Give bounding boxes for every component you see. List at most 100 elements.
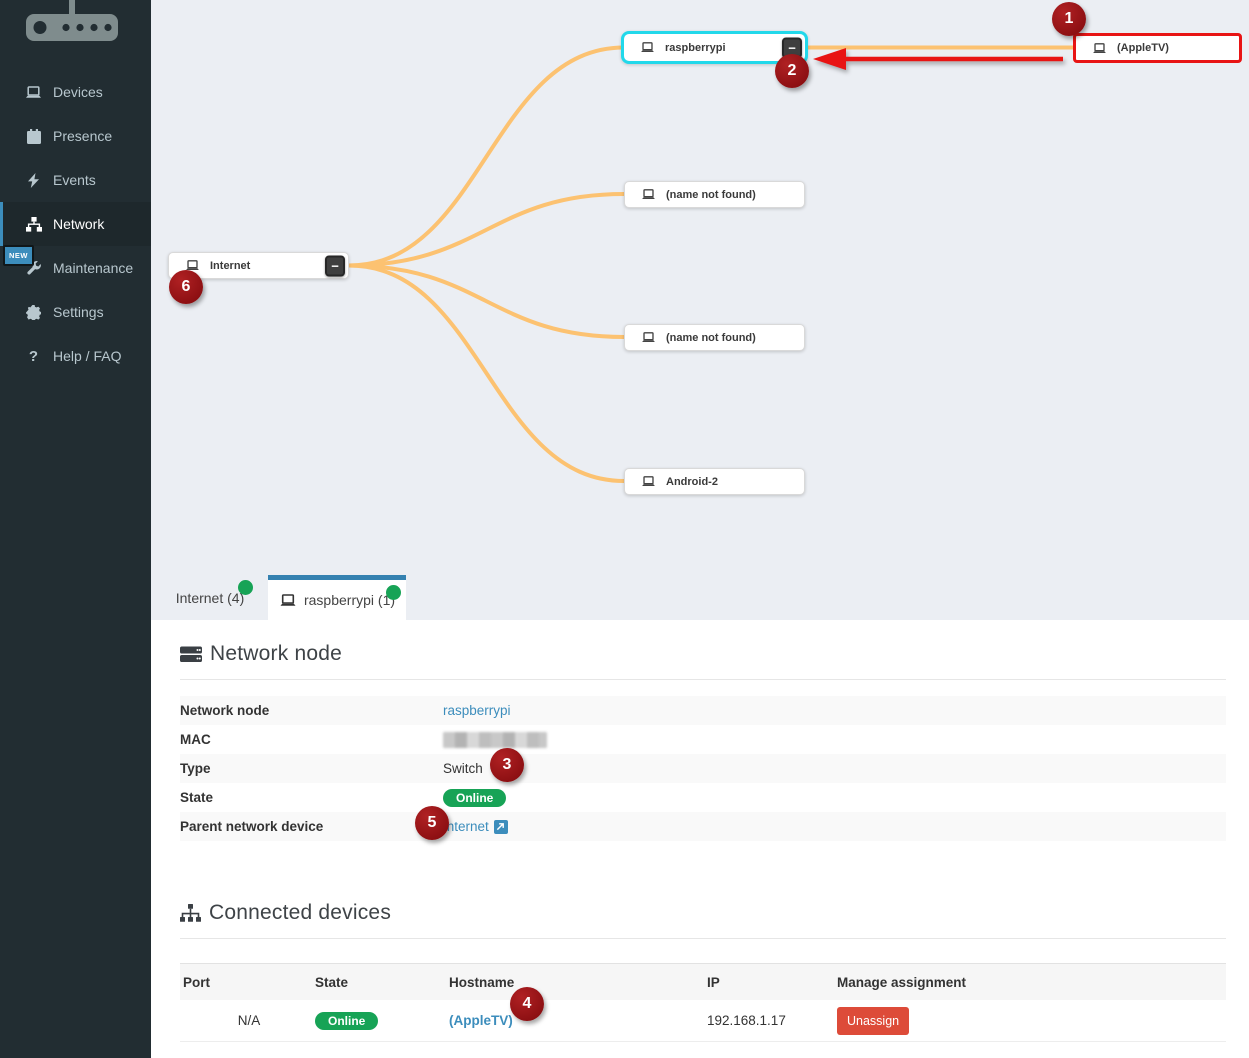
detail-label: State <box>180 790 214 805</box>
sidebar-item-network[interactable]: Network <box>0 202 151 246</box>
network-node-details: Network node raspberrypi MAC Type Switch… <box>180 696 1226 841</box>
cell-hostname: (AppleTV) <box>449 1013 707 1028</box>
col-header-ip: IP <box>707 974 720 990</box>
col-header-hostname: Hostname <box>449 974 515 990</box>
annotation-marker-1: 1 <box>1052 2 1086 36</box>
detail-label: Network node <box>180 703 270 718</box>
network-node-section-header: Network node <box>180 639 1226 669</box>
online-status-dot <box>386 585 401 600</box>
online-status-badge: Online <box>315 1011 379 1030</box>
node-label: (name not found) <box>666 188 756 201</box>
sidebar-item-devices[interactable]: Devices <box>0 70 151 114</box>
laptop-icon <box>185 260 200 271</box>
detail-value: Switch <box>443 761 483 776</box>
node-raspberrypi[interactable]: raspberrypi − <box>621 31 808 64</box>
sidebar-nav: Devices Presence Events Network <box>0 70 151 378</box>
laptop-icon <box>641 476 656 487</box>
annotation-marker-5: 5 <box>415 806 449 840</box>
server-icon <box>180 646 202 663</box>
table-header-row: Port State Hostname IP Manage assignment <box>180 964 1226 1000</box>
hostname-link[interactable]: (AppleTV) <box>449 1013 513 1028</box>
topology-links <box>347 45 1075 483</box>
detail-label: MAC <box>180 732 211 747</box>
redacted-mac-value <box>443 731 547 748</box>
network-node-link[interactable]: raspberrypi <box>443 703 511 718</box>
table-row: N/A Online (AppleTV) 192.168.1.17 Unassi… <box>180 1000 1226 1042</box>
divider <box>180 938 1226 939</box>
section-title: Network node <box>210 642 342 665</box>
sidebar-item-label: Presence <box>53 128 113 144</box>
col-header-port: Port <box>183 974 210 990</box>
sidebar-item-maintenance[interactable]: Maintenance <box>0 246 151 290</box>
sidebar-item-label: Network <box>53 216 105 232</box>
laptop-icon <box>1092 42 1107 54</box>
sitemap-icon <box>25 216 42 232</box>
node-name-not-found-1[interactable]: (name not found) <box>624 181 805 208</box>
col-header-manage: Manage assignment <box>837 974 967 990</box>
sidebar-item-presence[interactable]: Presence <box>0 114 151 158</box>
router-logo-icon <box>24 0 124 42</box>
sidebar-item-settings[interactable]: Settings <box>0 290 151 334</box>
sidebar-item-events[interactable]: Events <box>0 158 151 202</box>
detail-row-state: State Online <box>180 783 1226 812</box>
sidebar-item-label: Help / FAQ <box>53 348 122 364</box>
question-icon: ? <box>28 347 39 365</box>
tab-label: Internet (4) <box>175 589 245 606</box>
parent-device-link[interactable]: Internet <box>443 819 489 834</box>
divider <box>180 679 1226 680</box>
node-label: (AppleTV) <box>1117 42 1169 54</box>
online-status-badge: Online <box>443 788 507 807</box>
node-detail-panel: Network node Network node raspberrypi MA… <box>151 620 1249 1058</box>
laptop-icon <box>640 42 655 53</box>
sitemap-icon <box>180 903 201 923</box>
detail-label: Parent network device <box>180 819 324 834</box>
node-android-2[interactable]: Android-2 <box>624 468 805 495</box>
unassign-button[interactable]: Unassign <box>837 1006 910 1035</box>
node-label: Android-2 <box>666 475 718 488</box>
node-name-not-found-2[interactable]: (name not found) <box>624 324 805 351</box>
cell-port: N/A <box>237 1013 261 1028</box>
external-link-icon[interactable] <box>493 819 508 834</box>
network-topology-canvas[interactable]: raspberrypi − (AppleTV) (name not found)… <box>151 0 1249 575</box>
sidebar: Devices Presence Events Network <box>0 0 151 1058</box>
calendar-icon <box>25 128 42 144</box>
annotation-marker-3: 3 <box>490 748 524 782</box>
node-detail-tabbar: Internet (4) raspberrypi (1) <box>151 575 1249 620</box>
section-title: Connected devices <box>209 901 392 924</box>
bolt-icon <box>25 172 42 188</box>
sidebar-item-label: Events <box>53 172 96 188</box>
connected-devices-section-header: Connected devices <box>180 898 1226 928</box>
col-header-state: State <box>315 974 349 990</box>
detail-row-type: Type Switch <box>180 754 1226 783</box>
annotation-marker-6: 6 <box>169 270 203 304</box>
sidebar-item-label: Maintenance <box>53 260 134 276</box>
wrench-icon <box>25 260 42 276</box>
cell-manage-assignment: Unassign <box>837 1006 1226 1035</box>
new-feature-badge: NEW <box>3 245 34 266</box>
detail-row-parent-device: Parent network device Internet <box>180 812 1226 841</box>
online-status-dot <box>238 580 253 595</box>
tab-internet[interactable]: Internet (4) <box>162 575 258 620</box>
sidebar-item-label: Devices <box>53 84 103 100</box>
annotation-marker-2: 2 <box>775 54 809 88</box>
detail-label: Type <box>180 761 211 776</box>
node-internet[interactable]: Internet − <box>168 252 349 279</box>
laptop-icon <box>641 332 656 343</box>
laptop-icon <box>279 593 297 607</box>
tab-raspberrypi[interactable]: raspberrypi (1) <box>268 575 406 620</box>
sidebar-item-help-faq[interactable]: ? Help / FAQ <box>0 334 151 378</box>
detail-row-mac: MAC <box>180 725 1226 754</box>
gear-icon <box>25 304 42 320</box>
cell-ip: 192.168.1.17 <box>707 1013 786 1028</box>
tab-label: raspberrypi (1) <box>303 592 396 608</box>
annotation-marker-4: 4 <box>510 987 544 1021</box>
node-label: raspberrypi <box>665 41 726 54</box>
connected-devices-table: Port State Hostname IP Manage assignment… <box>180 963 1226 1042</box>
collapse-node-button[interactable]: − <box>325 255 345 276</box>
node-label: (name not found) <box>666 331 756 344</box>
detail-row-network-node: Network node raspberrypi <box>180 696 1226 725</box>
node-appletv[interactable]: (AppleTV) <box>1073 33 1242 63</box>
laptop-icon <box>25 85 42 99</box>
laptop-icon <box>641 189 656 200</box>
